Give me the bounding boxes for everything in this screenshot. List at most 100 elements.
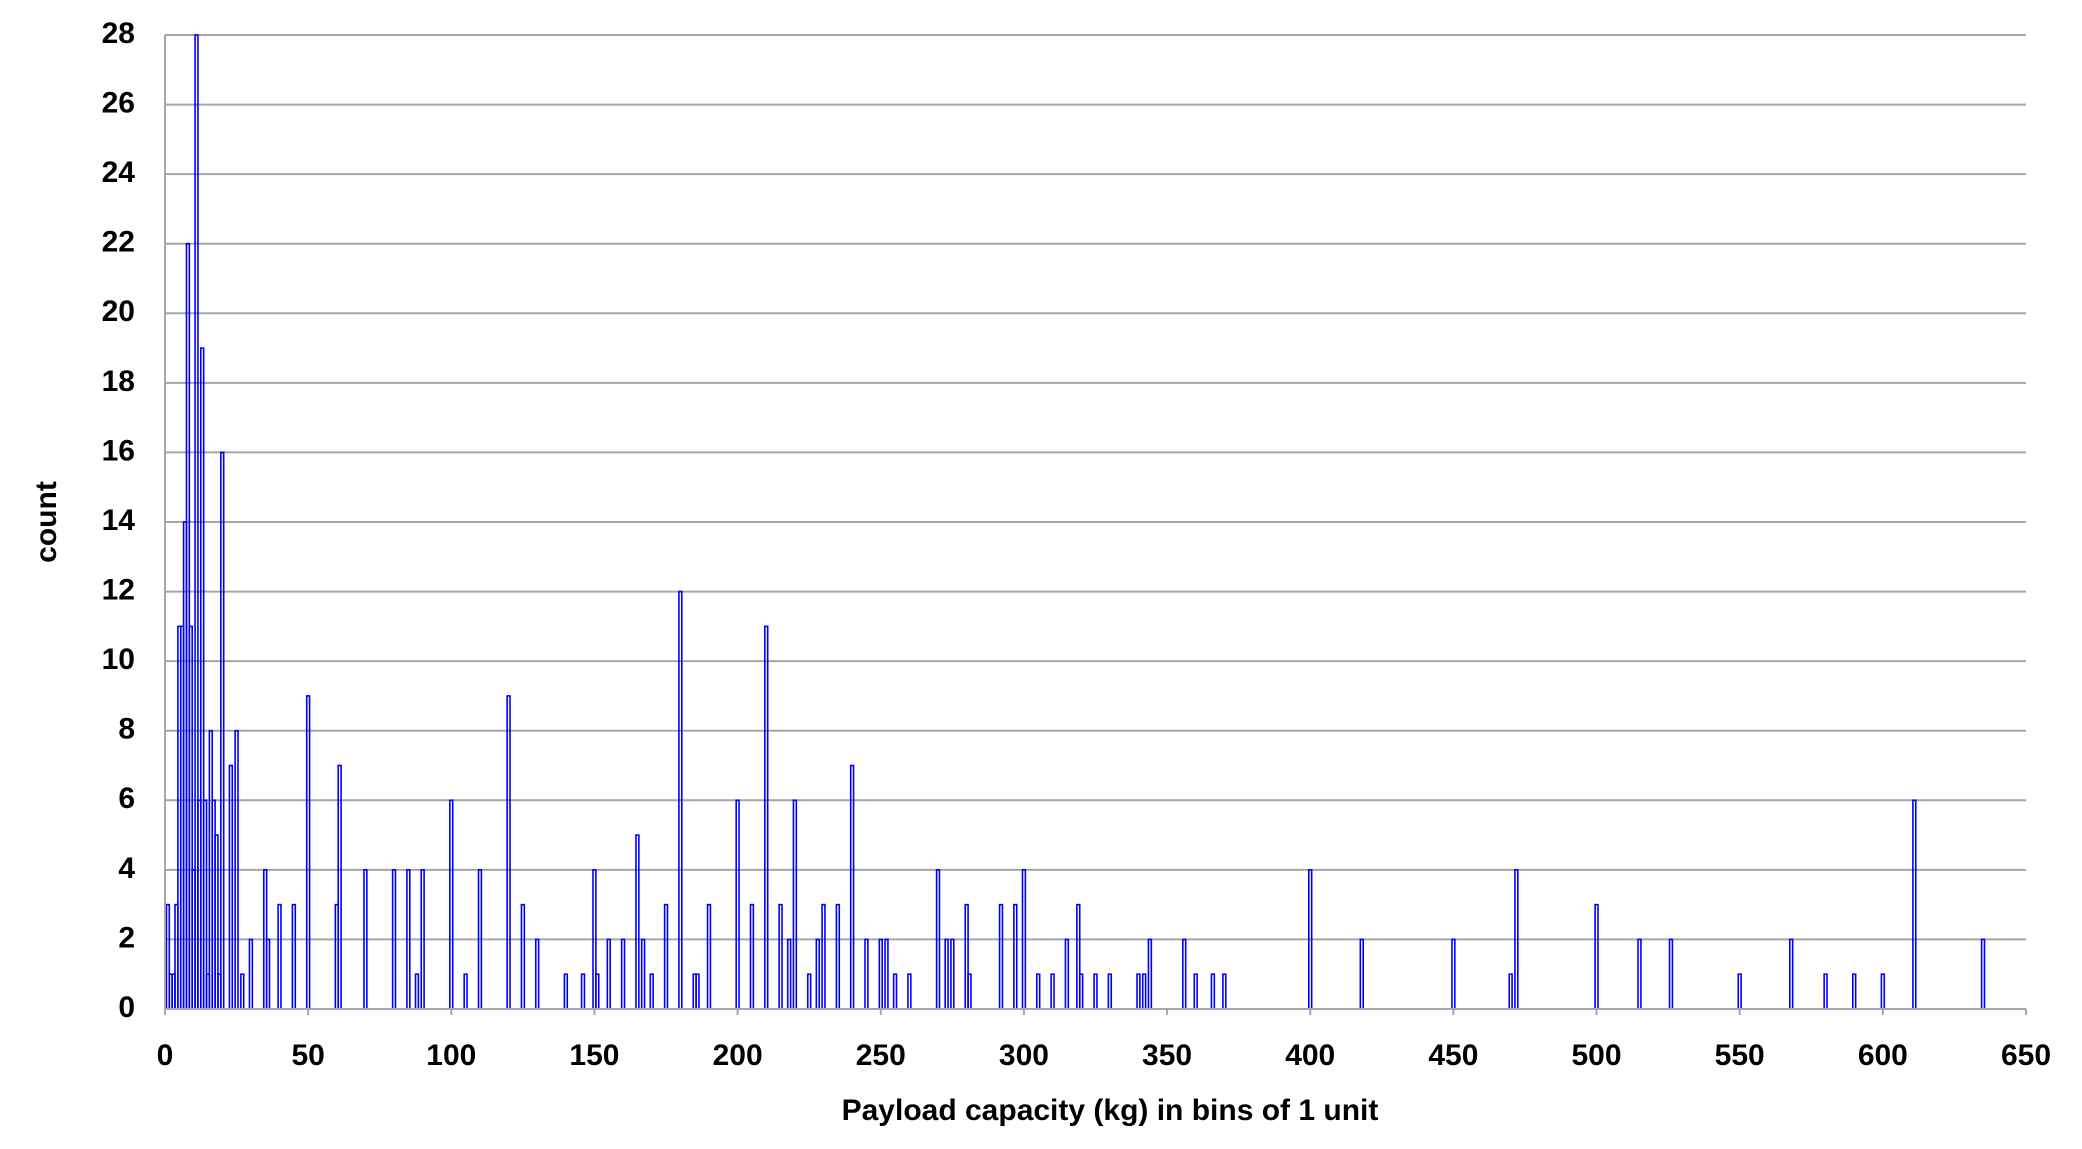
y-tick-label: 2 — [118, 921, 135, 954]
bar — [606, 938, 612, 1010]
bar — [1093, 973, 1098, 1010]
x-tick-label: 550 — [1715, 1039, 1765, 1072]
bar — [1359, 938, 1364, 1010]
bar — [1141, 973, 1147, 1010]
bar — [1980, 938, 1986, 1010]
bar — [1668, 938, 1674, 1010]
bar — [414, 973, 420, 1010]
bar — [792, 799, 798, 1010]
bar — [778, 903, 783, 1010]
bar — [620, 938, 626, 1010]
x-axis-label: Payload capacity (kg) in bins of 1 unit — [842, 1094, 1379, 1127]
bar — [1013, 903, 1018, 1010]
bar — [749, 903, 755, 1010]
x-tick-label: 0 — [157, 1039, 174, 1072]
bar — [695, 973, 700, 1010]
x-tick-label: 200 — [713, 1039, 763, 1072]
y-axis-label: count — [30, 481, 63, 563]
bar — [1851, 973, 1857, 1010]
bar — [520, 903, 526, 1010]
bar — [1637, 938, 1642, 1010]
bar — [534, 938, 540, 1010]
bar — [892, 973, 898, 1010]
bar — [265, 938, 271, 1010]
bar — [806, 973, 812, 1010]
bar — [1594, 903, 1599, 1010]
bar — [1050, 973, 1055, 1010]
y-tick-label: 26 — [102, 86, 135, 119]
bar — [944, 938, 949, 1010]
bar — [635, 834, 640, 1010]
y-tick-label: 0 — [118, 991, 135, 1024]
x-tick-label: 50 — [291, 1039, 324, 1072]
x-tick-label: 300 — [999, 1039, 1049, 1072]
y-tick-label: 16 — [102, 434, 135, 467]
bar — [1222, 973, 1227, 1010]
bar — [998, 903, 1004, 1010]
bar — [1078, 973, 1084, 1010]
x-tick-label: 400 — [1285, 1039, 1335, 1072]
bar — [907, 973, 912, 1010]
x-tick-label: 650 — [2001, 1039, 2051, 1072]
bar — [228, 764, 234, 1010]
bar — [449, 799, 454, 1010]
bar — [1064, 938, 1070, 1010]
bar — [337, 764, 342, 1010]
bar — [1823, 973, 1828, 1010]
bar — [1136, 973, 1141, 1010]
bar — [864, 938, 869, 1010]
bar — [277, 903, 282, 1010]
bar — [1107, 973, 1113, 1010]
bar — [506, 695, 511, 1010]
bar — [786, 938, 792, 1010]
bar — [849, 764, 855, 1010]
bar — [1508, 973, 1513, 1010]
bar — [595, 973, 600, 1010]
x-tick-label: 350 — [1142, 1039, 1192, 1072]
bar — [1210, 973, 1216, 1010]
y-tick-label: 14 — [102, 504, 136, 537]
bar — [764, 625, 769, 1010]
bar — [735, 799, 740, 1010]
x-tick-label: 500 — [1572, 1039, 1622, 1072]
bar — [1912, 799, 1917, 1010]
bar — [580, 973, 586, 1010]
bar — [1737, 973, 1742, 1010]
bar — [835, 903, 841, 1010]
x-tick-label: 450 — [1428, 1039, 1478, 1072]
x-tick-label: 100 — [426, 1039, 476, 1072]
y-tick-label: 4 — [118, 852, 135, 885]
x-tick-label: 250 — [856, 1039, 906, 1072]
bar — [463, 973, 468, 1010]
bar — [305, 695, 311, 1010]
bar — [1788, 938, 1794, 1010]
bar — [563, 973, 569, 1010]
bar — [1147, 938, 1153, 1010]
bar — [884, 938, 889, 1010]
bar — [815, 938, 821, 1010]
y-tick-label: 22 — [102, 226, 135, 259]
bar — [663, 903, 669, 1010]
bar — [1880, 973, 1886, 1010]
y-tick-label: 20 — [102, 295, 135, 328]
bar — [291, 903, 297, 1010]
bar — [950, 938, 955, 1010]
y-tick-label: 10 — [102, 643, 135, 676]
bar — [640, 938, 646, 1010]
bar — [1193, 973, 1198, 1010]
bar — [821, 903, 826, 1010]
bar — [878, 938, 884, 1010]
bar — [1451, 938, 1456, 1010]
bar — [248, 938, 254, 1010]
y-tick-label: 18 — [102, 365, 135, 398]
bar — [240, 973, 245, 1010]
x-tick-label: 600 — [1858, 1039, 1908, 1072]
bar — [706, 903, 712, 1010]
y-tick-label: 6 — [118, 782, 135, 815]
bar — [967, 973, 972, 1010]
y-tick-label: 24 — [102, 156, 136, 189]
bar — [1036, 973, 1041, 1010]
y-tick-label: 8 — [118, 713, 135, 746]
